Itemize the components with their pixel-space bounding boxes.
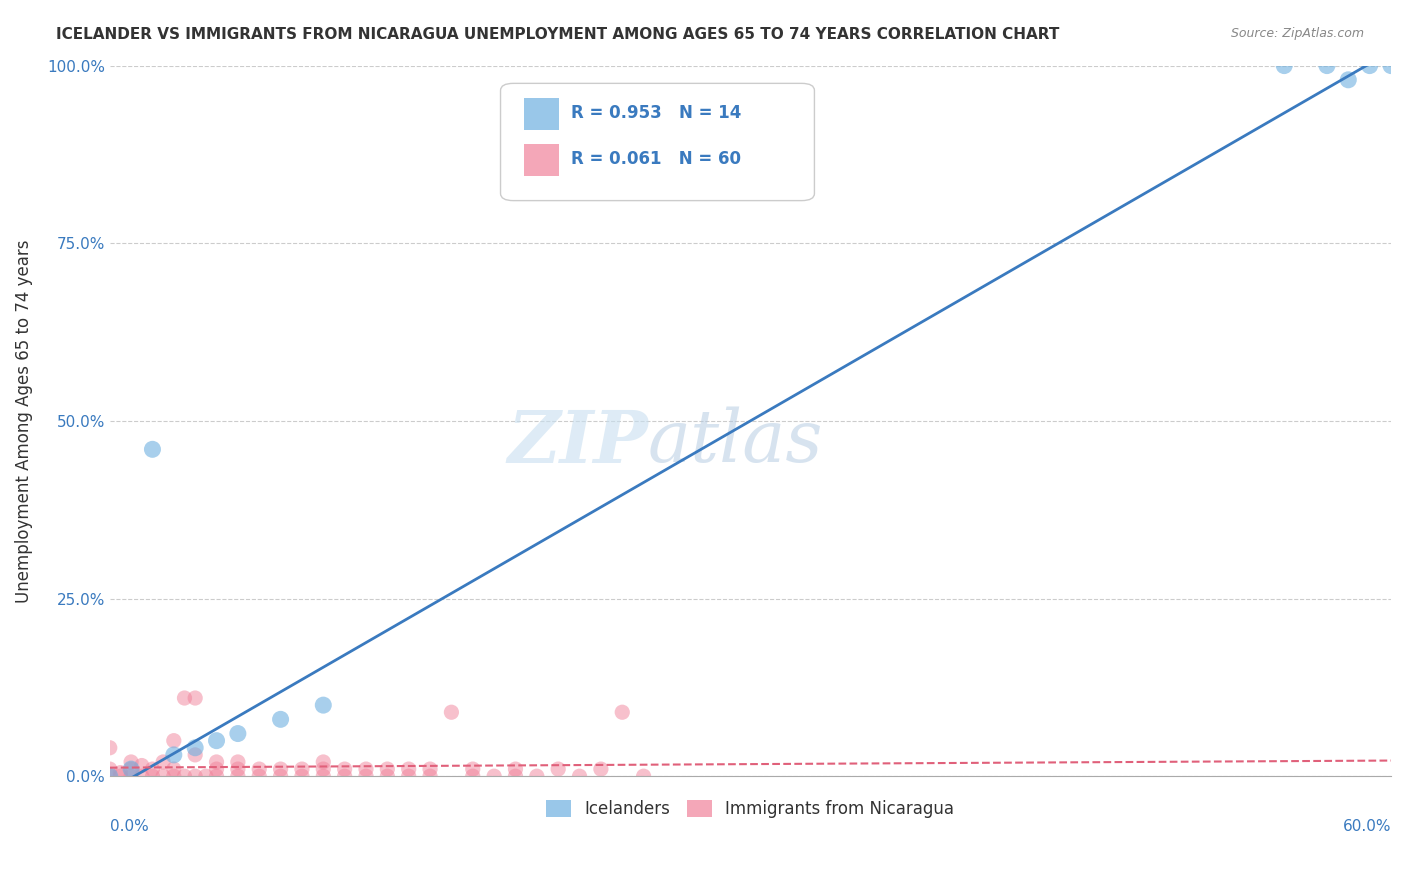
Point	[141, 769, 163, 783]
Point	[291, 769, 314, 783]
Point	[398, 769, 420, 783]
Point	[270, 762, 292, 776]
Point	[270, 712, 292, 726]
Point	[141, 762, 163, 776]
Point	[312, 769, 335, 783]
Text: ZIP: ZIP	[508, 407, 648, 478]
Point	[312, 755, 335, 769]
Point	[110, 769, 132, 783]
Point	[131, 758, 153, 772]
Point	[120, 769, 142, 783]
Point	[505, 769, 527, 783]
Point	[226, 726, 249, 740]
Point	[98, 762, 121, 776]
Text: ICELANDER VS IMMIGRANTS FROM NICARAGUA UNEMPLOYMENT AMONG AGES 65 TO 74 YEARS CO: ICELANDER VS IMMIGRANTS FROM NICARAGUA U…	[56, 27, 1060, 42]
Bar	[523, 97, 560, 129]
Point	[141, 442, 163, 457]
Point	[120, 755, 142, 769]
Point	[291, 762, 314, 776]
Point	[398, 762, 420, 776]
Point	[333, 769, 356, 783]
Text: atlas: atlas	[648, 407, 824, 477]
Point	[1337, 72, 1360, 87]
Point	[1379, 59, 1402, 73]
Point	[419, 762, 441, 776]
Point	[163, 747, 186, 762]
Point	[633, 769, 655, 783]
Point	[377, 762, 399, 776]
Point	[505, 762, 527, 776]
Point	[184, 691, 207, 706]
Point	[163, 762, 186, 776]
Point	[247, 769, 270, 783]
Point	[110, 765, 132, 780]
Point	[163, 733, 186, 747]
Point	[354, 769, 377, 783]
Point	[1358, 59, 1381, 73]
Point	[333, 762, 356, 776]
Point	[440, 705, 463, 719]
Point	[194, 769, 217, 783]
Point	[205, 769, 228, 783]
Point	[205, 733, 228, 747]
Point	[226, 755, 249, 769]
Text: 60.0%: 60.0%	[1343, 819, 1391, 834]
Point	[612, 705, 634, 719]
Point	[98, 769, 121, 783]
Point	[1316, 59, 1339, 73]
Point	[184, 769, 207, 783]
Point	[461, 769, 484, 783]
Point	[98, 740, 121, 755]
Point	[589, 762, 612, 776]
FancyBboxPatch shape	[501, 83, 814, 201]
Point	[120, 762, 142, 776]
Point	[312, 762, 335, 776]
Y-axis label: Unemployment Among Ages 65 to 74 years: Unemployment Among Ages 65 to 74 years	[15, 239, 32, 603]
Point	[173, 769, 195, 783]
Point	[461, 762, 484, 776]
Point	[131, 769, 153, 783]
Point	[152, 755, 174, 769]
Point	[312, 698, 335, 713]
Point	[377, 769, 399, 783]
Point	[205, 762, 228, 776]
Point	[482, 769, 505, 783]
Point	[526, 769, 548, 783]
Point	[354, 762, 377, 776]
Point	[152, 769, 174, 783]
Point	[173, 691, 195, 706]
Bar	[523, 144, 560, 176]
Point	[184, 747, 207, 762]
Point	[270, 769, 292, 783]
Point	[247, 762, 270, 776]
Text: 0.0%: 0.0%	[110, 819, 149, 834]
Text: R = 0.061   N = 60: R = 0.061 N = 60	[571, 151, 741, 169]
Point	[226, 762, 249, 776]
Point	[98, 769, 121, 783]
Point	[1272, 59, 1295, 73]
Point	[120, 762, 142, 776]
Point	[568, 769, 591, 783]
Text: Source: ZipAtlas.com: Source: ZipAtlas.com	[1230, 27, 1364, 40]
Text: R = 0.953   N = 14: R = 0.953 N = 14	[571, 104, 741, 122]
Point	[226, 769, 249, 783]
Point	[163, 769, 186, 783]
Legend: Icelanders, Immigrants from Nicaragua: Icelanders, Immigrants from Nicaragua	[540, 793, 962, 825]
Point	[419, 769, 441, 783]
Point	[205, 755, 228, 769]
Point	[184, 740, 207, 755]
Point	[547, 762, 569, 776]
